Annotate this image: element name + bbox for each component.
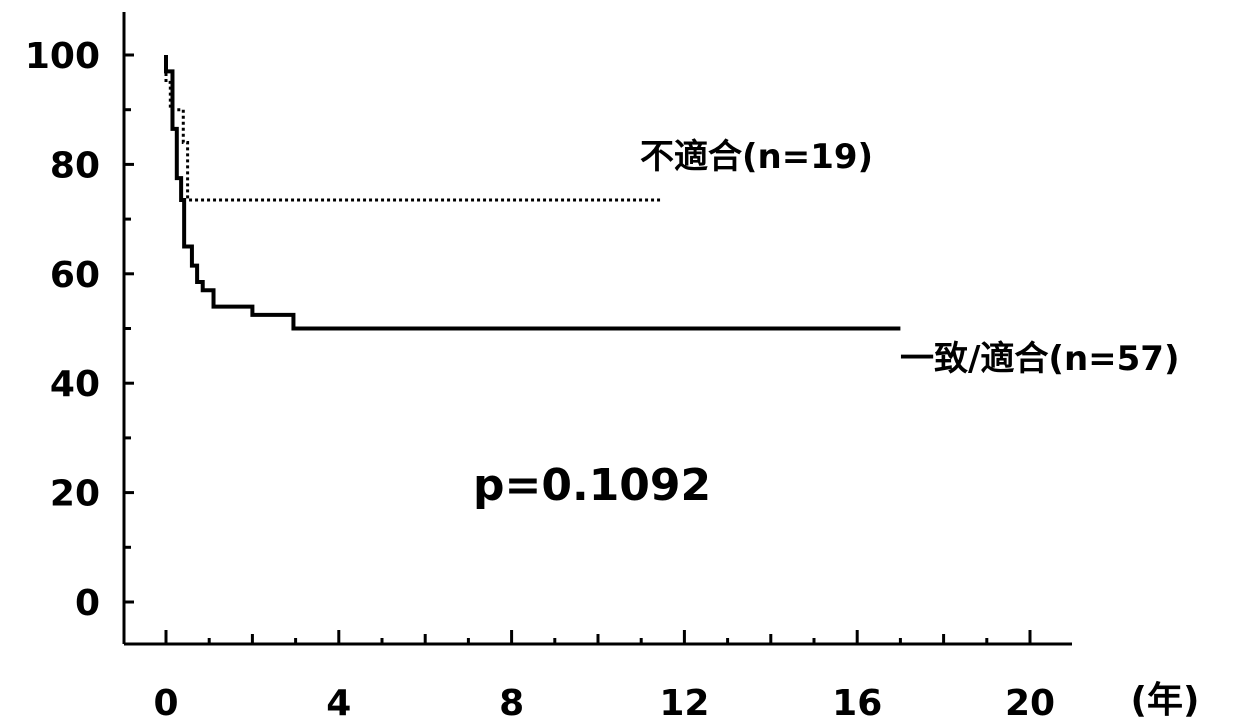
x-tick-label: 8 [499, 683, 524, 724]
x-axis: 0 4 8 12 16 20 (年) [124, 630, 1199, 724]
x-tick-label: 16 [832, 683, 882, 724]
series-labels: 不適合(n=19) 一致/適合(n=57) [640, 137, 1180, 379]
x-tick-label: 4 [326, 683, 351, 724]
x-axis-label: (年) [1131, 680, 1200, 721]
x-tick-label: 0 [153, 683, 178, 724]
y-tick-label: 40 [50, 364, 100, 405]
series-line-nonconforming [164, 55, 663, 202]
y-axis: 0 20 40 60 80 100 [25, 12, 134, 644]
series-label-concordant: 一致/適合(n=57) [900, 339, 1180, 379]
y-tick-label: 60 [50, 255, 100, 296]
series-layer [164, 55, 901, 331]
series-label-nonconforming: 不適合(n=19) [640, 137, 873, 177]
y-tick-label: 20 [50, 474, 100, 515]
series-line-concordant [164, 55, 901, 331]
y-tick-label: 0 [75, 583, 100, 624]
x-tick-label: 20 [1005, 683, 1055, 724]
y-tick-label: 100 [25, 36, 100, 77]
y-tick-label: 80 [50, 145, 100, 186]
x-tick-label: 12 [659, 683, 709, 724]
p-value-annotation: p=0.1092 [473, 460, 711, 511]
